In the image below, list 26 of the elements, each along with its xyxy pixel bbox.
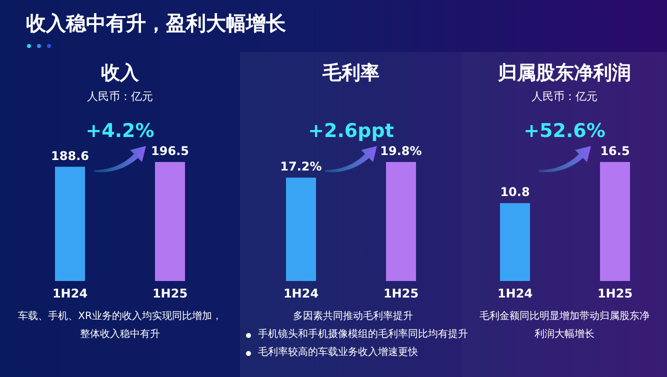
data-label: 196.5 xyxy=(151,144,189,158)
text: 车载、手机、XR业务的收入均实现同比增加，整体收入稳中有升 xyxy=(17,310,223,342)
chart-subtitle: 人民币：亿元 xyxy=(86,89,154,104)
text: +4.2% xyxy=(84,120,156,142)
text: 毛利金额同比明显增加带动归属股东净利润大幅增长 xyxy=(478,310,650,342)
data-label: 10.8 xyxy=(500,185,530,200)
data-label: 19.8% xyxy=(380,144,422,158)
data-label: 188.6 xyxy=(51,148,89,163)
text: 毛利率较高的车载业务收入增速更快 xyxy=(258,346,418,360)
text: 手机镜头和手机摄像模组的毛利率同比均有提升 xyxy=(258,328,468,342)
chart-title: 毛利率 xyxy=(321,61,380,86)
data-label: 17.2% xyxy=(280,160,322,174)
x-tick-label: 1H25 xyxy=(383,286,419,301)
x-tick-label: 1H25 xyxy=(596,286,632,301)
x-tick-label: 1H25 xyxy=(152,286,188,301)
text: 收入稳中有升，盈利大幅增长 xyxy=(26,10,286,37)
chart-title: 归属股东净利润 xyxy=(497,61,632,86)
x-tick-label: 1H24 xyxy=(496,286,532,301)
text: 多因素共同推动毛利率提升 xyxy=(293,310,413,324)
chart-title: 收入 xyxy=(100,61,140,86)
chart-subtitle: 人民币：亿元 xyxy=(530,89,598,104)
data-label: 16.5 xyxy=(600,144,630,158)
text: +52.6% xyxy=(522,120,606,142)
x-tick-label: 1H24 xyxy=(283,286,319,301)
text: +2.6ppt xyxy=(307,120,395,142)
x-tick-label: 1H24 xyxy=(52,286,88,301)
